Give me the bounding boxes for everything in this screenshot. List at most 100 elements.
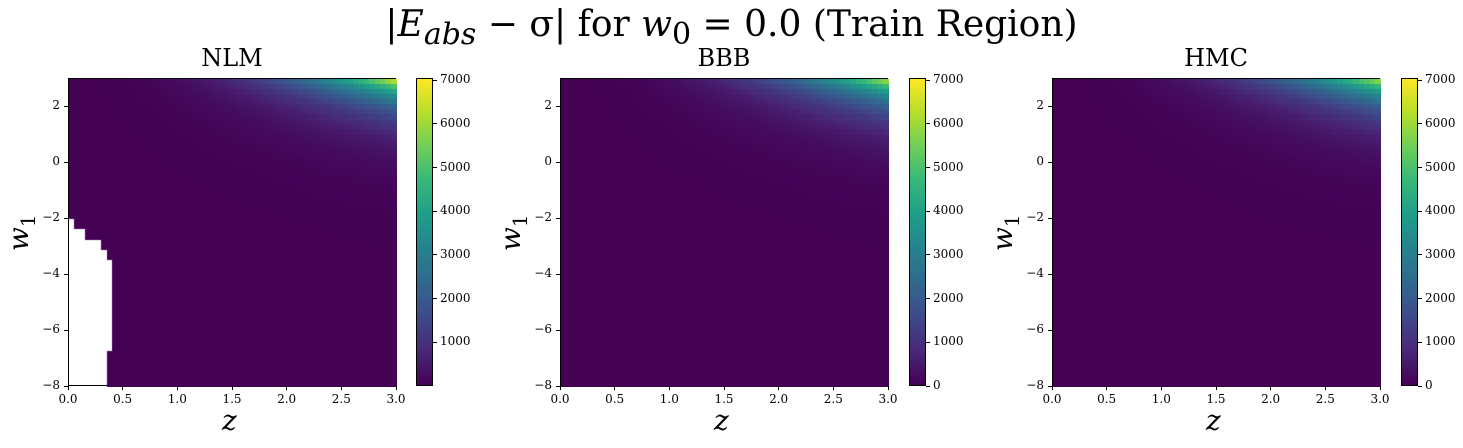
colorbar-tick — [926, 341, 930, 343]
y-tick — [1048, 161, 1052, 163]
y-tick-label: 0 — [544, 154, 552, 168]
y-tick-label: −2 — [1026, 210, 1044, 224]
y-tick — [64, 273, 68, 275]
y-tick — [64, 385, 68, 387]
colorbar-tick — [926, 210, 930, 212]
x-tick — [1324, 386, 1326, 390]
x-tick — [1051, 386, 1053, 390]
x-tick-label: 1.5 — [222, 392, 242, 406]
colorbar-tick — [1418, 254, 1422, 256]
y-tick — [1048, 217, 1052, 219]
colorbar-tick — [926, 385, 930, 387]
colorbar-tick — [1418, 167, 1422, 169]
x-tick-label: 3.0 — [386, 392, 406, 406]
colorbar-tick — [926, 167, 930, 169]
x-tick — [340, 386, 342, 390]
colorbar-tick — [433, 210, 437, 212]
colorbar-tick — [1418, 341, 1422, 343]
y-tick — [64, 161, 68, 163]
x-tick — [1379, 386, 1381, 390]
y-tick-label: −4 — [534, 266, 552, 280]
heatmap-plot-area — [1052, 78, 1381, 387]
colorbar-tick-label: 5000 — [440, 159, 471, 174]
x-tick-label: 0.0 — [1042, 392, 1062, 406]
colorbar-tick-label: 2000 — [1425, 290, 1456, 305]
colorbar-tick — [433, 167, 437, 169]
colorbar-tick — [1418, 298, 1422, 300]
colorbar-tick-label: 7000 — [933, 72, 964, 87]
colorbar-tick — [1418, 123, 1422, 125]
x-tick-label: 1.0 — [167, 392, 187, 406]
x-tick-label: 3.0 — [1370, 392, 1390, 406]
colorbar-tick — [433, 298, 437, 300]
colorbar-tick-label: 2000 — [440, 290, 471, 305]
y-tick-label: 2 — [1036, 98, 1044, 112]
x-tick — [559, 386, 561, 390]
colorbar-tick-label: 6000 — [1425, 115, 1456, 130]
colorbar-tick-label: 5000 — [1425, 159, 1456, 174]
panel-title: BBB — [697, 44, 751, 72]
panel-title: HMC — [1184, 44, 1248, 72]
x-tick-label: 0.0 — [58, 392, 78, 406]
x-tick — [67, 386, 69, 390]
colorbar-tick — [1418, 385, 1422, 387]
x-axis-label: z — [222, 404, 237, 437]
x-tick — [832, 386, 834, 390]
colorbar-tick-label: 4000 — [933, 203, 964, 218]
y-tick-label: −4 — [1026, 266, 1044, 280]
y-tick — [1048, 273, 1052, 275]
x-tick-label: 0.5 — [1097, 392, 1117, 406]
x-tick — [231, 386, 233, 390]
colorbar-tick — [433, 123, 437, 125]
colorbar-tick — [433, 79, 437, 81]
colorbar-tick-label: 7000 — [440, 72, 471, 87]
colorbar-tick-label: 2000 — [933, 290, 964, 305]
y-tick — [64, 217, 68, 219]
colorbar-tick-label: 3000 — [933, 246, 964, 261]
y-tick — [64, 329, 68, 331]
y-axis-label: w1 — [494, 214, 532, 252]
x-tick-label: 1.5 — [714, 392, 734, 406]
colorbar-tick-label: 6000 — [440, 115, 471, 130]
y-tick — [64, 105, 68, 107]
y-tick-label: −2 — [534, 210, 552, 224]
y-tick — [556, 273, 560, 275]
colorbar-tick-label: 1000 — [1425, 334, 1456, 349]
x-axis-label: z — [714, 404, 729, 437]
x-tick — [778, 386, 780, 390]
x-tick — [723, 386, 725, 390]
y-tick — [556, 385, 560, 387]
y-tick — [1048, 329, 1052, 331]
x-tick-label: 2.0 — [277, 392, 297, 406]
y-tick-label: 2 — [544, 98, 552, 112]
colorbar-tick-label: 4000 — [1425, 203, 1456, 218]
x-tick — [1215, 386, 1217, 390]
colorbar-tick — [926, 298, 930, 300]
x-tick — [887, 386, 889, 390]
colorbar-tick-label: 3000 — [440, 246, 471, 261]
y-axis-label: w1 — [986, 214, 1024, 252]
x-tick-label: 0.0 — [550, 392, 570, 406]
y-tick-label: −4 — [42, 266, 60, 280]
x-tick — [1270, 386, 1272, 390]
colorbar-tick-label: 1000 — [440, 334, 471, 349]
colorbar-tick — [926, 123, 930, 125]
heatmap-cells — [561, 79, 889, 387]
y-tick — [556, 217, 560, 219]
colorbar — [909, 78, 926, 386]
colorbar-tick-label: 0 — [1425, 378, 1433, 392]
y-tick-label: 0 — [1036, 154, 1044, 168]
colorbar-tick — [926, 254, 930, 256]
colorbar — [416, 78, 433, 386]
colorbar — [1401, 78, 1418, 386]
y-tick-label: −8 — [534, 378, 552, 392]
x-tick — [176, 386, 178, 390]
x-tick-label: 1.5 — [1206, 392, 1226, 406]
colorbar-tick-label: 5000 — [933, 159, 964, 174]
y-tick — [1048, 385, 1052, 387]
y-tick-label: −6 — [42, 322, 60, 336]
heatmap-plot-area — [560, 78, 889, 387]
x-axis-label: z — [1206, 404, 1221, 437]
y-tick-label: −2 — [42, 210, 60, 224]
x-tick — [395, 386, 397, 390]
